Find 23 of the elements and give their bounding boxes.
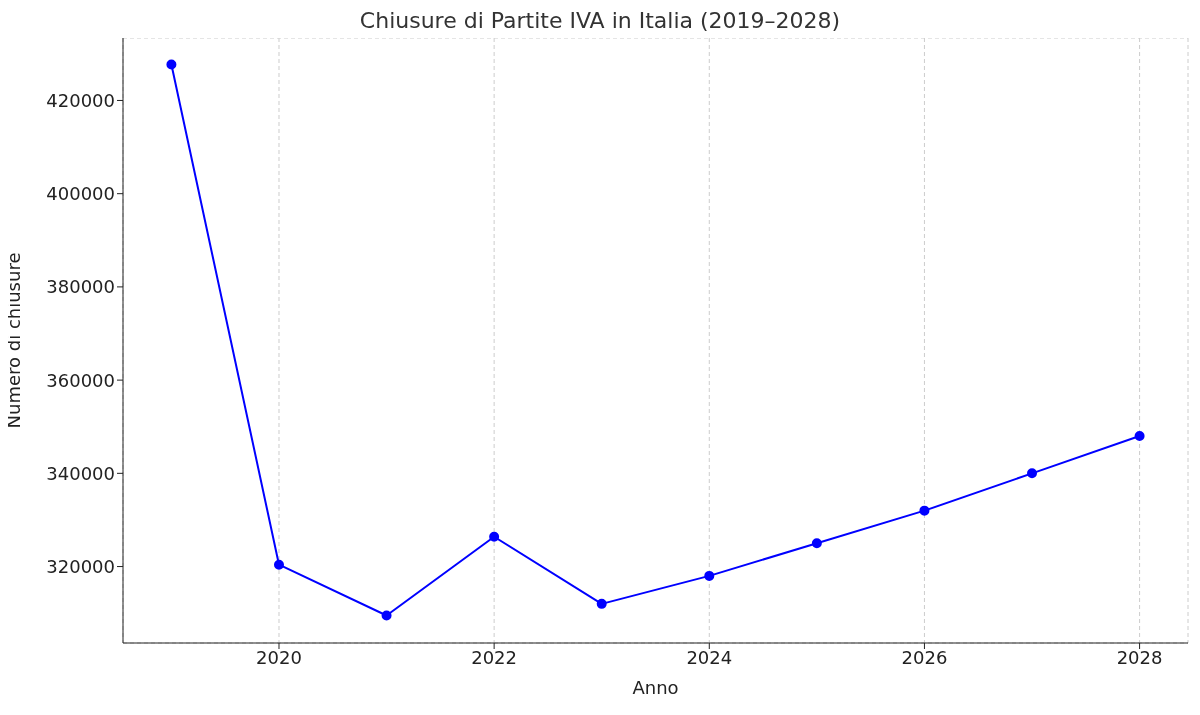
point (919, 505, 930, 516)
point (704, 570, 715, 581)
x-tick-label: 2022 (471, 646, 518, 668)
point (1027, 468, 1038, 479)
x-axis-title: Anno (632, 677, 679, 698)
y-tick-label: 400000 (46, 183, 115, 205)
chart-title: Chiusure di Partite IVA in Italia (2019–2028) (358, 8, 842, 35)
y-tick-label: 340000 (46, 462, 115, 484)
point (273, 559, 284, 570)
x-tick-label: 2026 (901, 646, 948, 668)
point (596, 598, 607, 609)
point (166, 59, 177, 70)
y-tick-label: 360000 (46, 369, 115, 391)
y-tick-label: 420000 (46, 89, 115, 111)
x-tick-label: 2020 (256, 646, 302, 668)
point (1134, 431, 1145, 442)
point (811, 538, 822, 549)
y-tick-label: 320000 (46, 555, 115, 577)
x-tick-label: 2024 (686, 646, 733, 668)
x-tick-label: 2028 (1116, 646, 1163, 668)
point (489, 531, 500, 542)
point (381, 610, 392, 621)
y-tick-label: 380000 (46, 276, 115, 298)
